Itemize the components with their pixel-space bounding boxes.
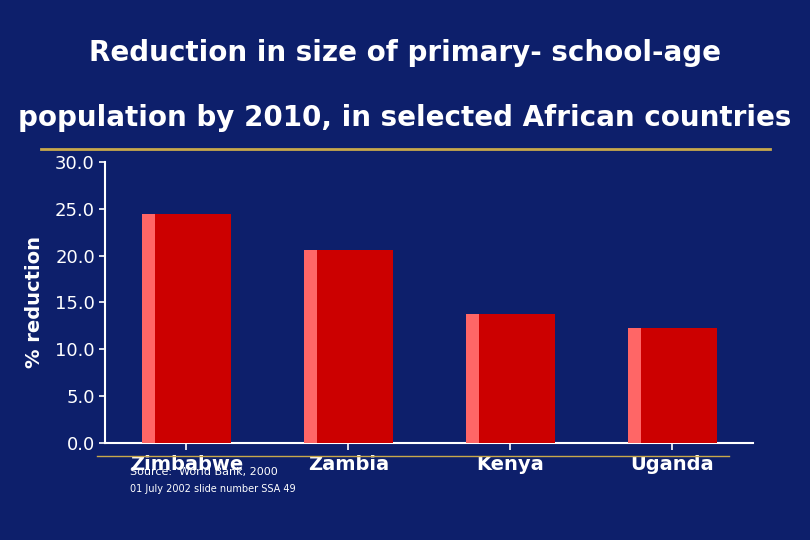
Text: 01 July 2002 slide number SSA 49: 01 July 2002 slide number SSA 49 — [130, 484, 295, 494]
Bar — [142, 214, 156, 443]
Bar — [466, 314, 480, 443]
Text: Reduction in size of primary- school-age: Reduction in size of primary- school-age — [89, 39, 721, 67]
Bar — [628, 328, 642, 443]
Bar — [304, 250, 318, 443]
Bar — [466, 314, 555, 443]
Bar — [628, 328, 717, 443]
Bar — [304, 250, 393, 443]
Y-axis label: % reduction: % reduction — [25, 237, 44, 368]
Bar — [142, 214, 231, 443]
Text: Source:  World Bank, 2000: Source: World Bank, 2000 — [130, 468, 277, 477]
Text: population by 2010, in selected African countries: population by 2010, in selected African … — [19, 104, 791, 132]
